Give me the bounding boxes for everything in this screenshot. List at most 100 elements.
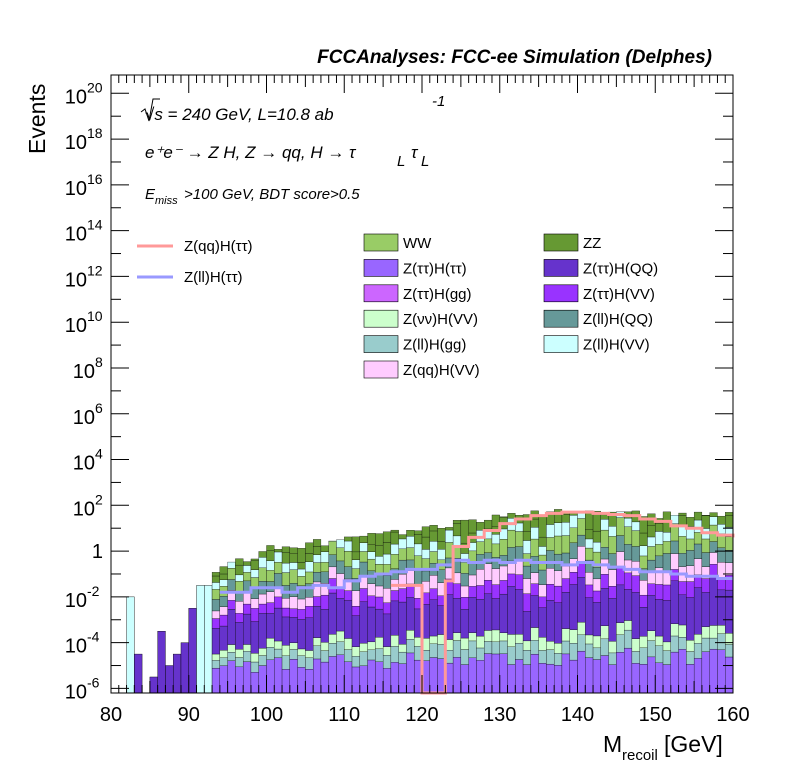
histogram-bar <box>670 540 679 554</box>
histogram-bar <box>608 586 617 599</box>
histogram-bar <box>359 643 368 652</box>
histogram-bar <box>297 562 306 570</box>
histogram-bar <box>359 561 368 577</box>
histogram-bar <box>289 547 298 554</box>
histogram-bar <box>336 547 345 562</box>
histogram-bar <box>507 664 516 694</box>
x-tick-label: 130 <box>483 704 516 726</box>
svg-text:1: 1 <box>92 541 103 563</box>
histogram-bar <box>305 650 314 658</box>
histogram-bar <box>351 666 360 694</box>
histogram-bar <box>429 599 438 637</box>
histogram-bar <box>274 648 283 658</box>
histogram-bar <box>624 589 633 621</box>
histogram-bar <box>476 635 485 649</box>
histogram-bar <box>468 519 477 534</box>
histogram-bar <box>546 600 555 642</box>
histogram-bar <box>662 584 671 601</box>
histogram-bar <box>670 580 679 624</box>
histogram-bar <box>219 596 228 607</box>
histogram-bar <box>484 519 493 530</box>
histogram-bar <box>297 667 306 694</box>
histogram-bar <box>382 613 392 647</box>
histogram-bar <box>515 634 524 644</box>
svg-text:-2: -2 <box>87 583 100 599</box>
svg-text:10: 10 <box>65 224 87 246</box>
histogram-bar <box>631 521 640 531</box>
histogram-bar <box>227 600 236 610</box>
svg-text:8: 8 <box>95 354 103 370</box>
legend-fill-label: ZZ <box>583 235 601 252</box>
histogram-bar <box>359 542 368 552</box>
histogram-bar <box>414 570 423 587</box>
histogram-bar <box>460 573 469 587</box>
histogram-bar <box>538 569 547 585</box>
legend-fill-swatch <box>543 335 579 353</box>
histogram-bar <box>701 552 710 567</box>
legend-fill-label: Z(ττ)H(ττ) <box>403 260 467 277</box>
histogram-bar <box>452 598 462 633</box>
signal-ll-tautau-line <box>219 558 733 594</box>
histogram-bar <box>585 597 594 636</box>
legend-fill-swatch <box>363 360 399 379</box>
histogram-bar <box>211 610 220 619</box>
histogram-bar <box>328 643 337 657</box>
y-tick-label: 10 14 <box>65 217 103 246</box>
y-tick-label: 10 6 <box>73 400 103 429</box>
histogram-bar <box>204 585 213 694</box>
histogram-bar <box>258 603 267 614</box>
svg-text:√s = 240 GeV, L=10.8 ab: √s = 240 GeV, L=10.8 ab <box>145 105 334 124</box>
histogram-bar <box>227 644 236 653</box>
histogram-bar <box>686 597 695 641</box>
histogram-bar <box>367 641 376 650</box>
svg-text:-4: -4 <box>87 629 100 645</box>
histogram-bar <box>491 584 500 599</box>
histogram-bar <box>484 563 493 581</box>
histogram-bar <box>421 549 430 559</box>
svg-text:recoil: recoil <box>622 747 658 764</box>
histogram-bar <box>375 563 384 575</box>
histogram-bar <box>429 541 438 552</box>
histogram-bar <box>577 621 586 635</box>
svg-text:10: 10 <box>65 178 87 200</box>
histogram-bar <box>460 585 469 598</box>
histogram-bar <box>235 600 244 614</box>
y-tick-label: 10 18 <box>65 125 103 154</box>
histogram-bar <box>546 584 555 601</box>
histogram-bar <box>592 578 601 592</box>
histogram-bar <box>406 630 415 640</box>
histogram-bar <box>281 616 290 646</box>
histogram-bar <box>725 656 734 694</box>
histogram-bar <box>678 624 687 638</box>
histogram-bar <box>320 594 329 610</box>
histogram-bar <box>460 637 469 650</box>
histogram-bar <box>320 551 329 563</box>
histogram-bar <box>375 585 384 598</box>
histogram-bar <box>243 613 252 645</box>
histogram-bar <box>709 516 718 526</box>
histogram-bar <box>569 659 578 694</box>
histogram-bar <box>258 551 267 558</box>
histogram-bar <box>608 641 617 654</box>
histogram-bar <box>351 559 360 569</box>
histogram-bar <box>725 644 734 658</box>
svg-text:Events: Events <box>24 84 50 154</box>
histogram-bar <box>592 635 601 649</box>
histogram-bar <box>499 632 508 642</box>
signal-qq-tautau-line <box>390 510 735 695</box>
histogram-bar <box>344 638 353 650</box>
histogram-bar <box>585 634 594 645</box>
histogram-bar <box>235 666 244 694</box>
histogram-bar <box>281 572 290 586</box>
legend-fill-label: WW <box>403 235 432 252</box>
histogram-bar <box>312 645 322 660</box>
histogram-bar <box>515 659 524 694</box>
legend-fill-swatch <box>363 309 399 328</box>
histogram-bar <box>522 593 532 612</box>
histogram-bar <box>219 614 228 627</box>
histogram-bar <box>522 531 532 541</box>
histogram-bar <box>390 634 399 647</box>
histogram-bar <box>367 606 376 643</box>
histogram-bar <box>476 647 485 661</box>
histogram-bar <box>709 637 718 650</box>
